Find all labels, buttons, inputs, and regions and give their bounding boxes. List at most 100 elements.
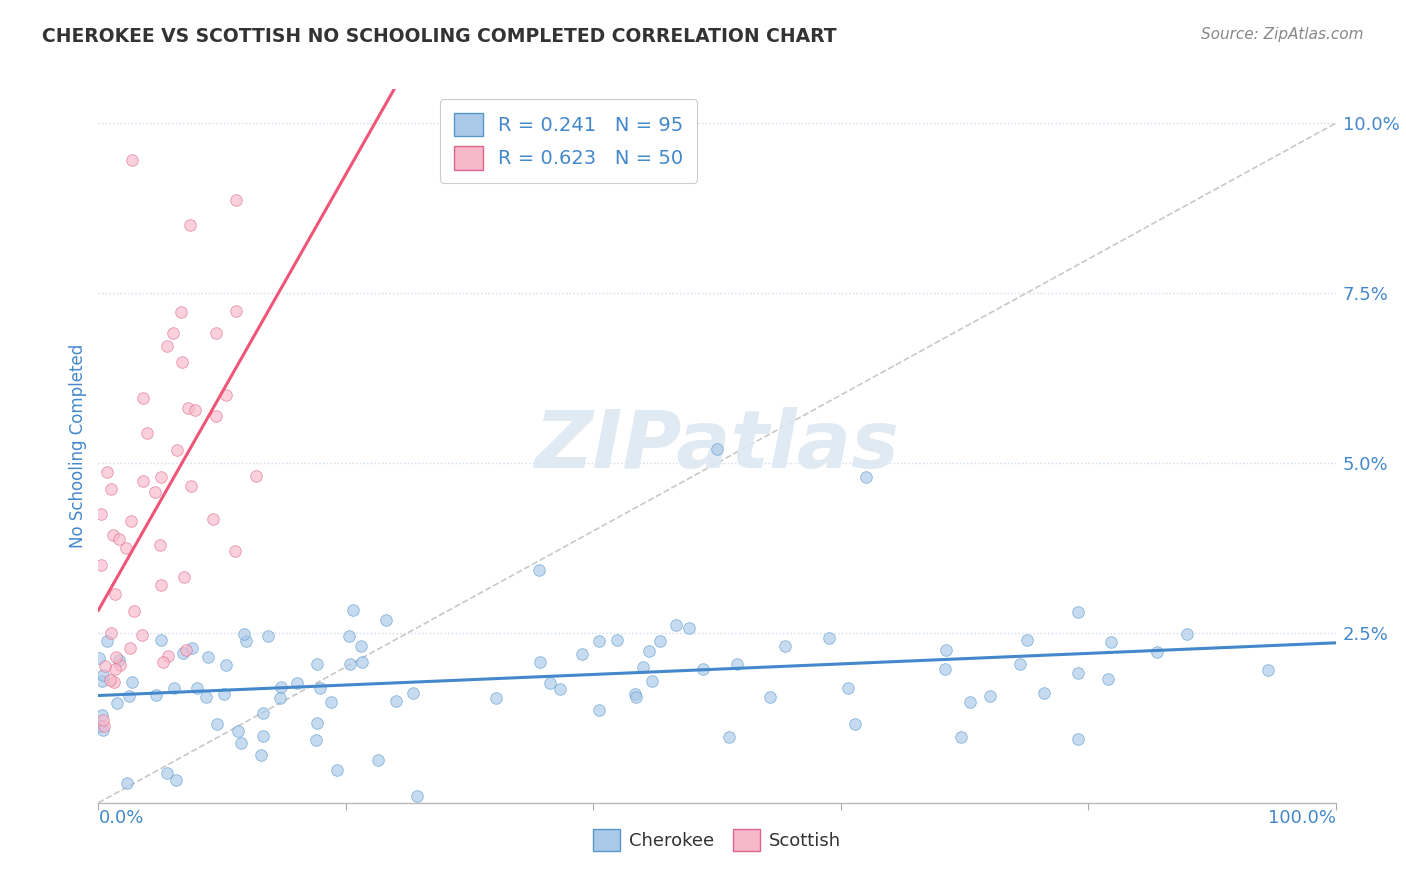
Point bbox=[641, 674, 664, 689]
Point bbox=[538, 676, 561, 690]
Legend: Cherokee, Scottish: Cherokee, Scottish bbox=[586, 822, 848, 858]
Point bbox=[170, 305, 193, 319]
Point bbox=[186, 681, 208, 695]
Point bbox=[837, 681, 859, 696]
Point bbox=[215, 388, 238, 402]
Point bbox=[1146, 644, 1168, 658]
Point bbox=[117, 776, 139, 790]
Point bbox=[90, 507, 112, 521]
Point bbox=[93, 719, 115, 733]
Point bbox=[374, 613, 396, 627]
Text: CHEROKEE VS SCOTTISH NO SCHOOLING COMPLETED CORRELATION CHART: CHEROKEE VS SCOTTISH NO SCHOOLING COMPLE… bbox=[42, 27, 837, 45]
Point bbox=[855, 469, 877, 483]
Point bbox=[103, 587, 125, 601]
Point bbox=[131, 628, 153, 642]
Point bbox=[145, 485, 167, 500]
Point bbox=[818, 631, 841, 645]
Point bbox=[350, 639, 373, 653]
Point bbox=[529, 655, 551, 669]
Point bbox=[212, 687, 235, 701]
Point bbox=[950, 730, 973, 744]
Point bbox=[650, 633, 672, 648]
Point bbox=[226, 724, 249, 739]
Point bbox=[108, 532, 131, 546]
Point bbox=[176, 643, 198, 657]
Point bbox=[1097, 672, 1119, 686]
Point bbox=[1099, 634, 1122, 648]
Point bbox=[165, 773, 187, 788]
Point bbox=[156, 648, 179, 663]
Point bbox=[935, 643, 957, 657]
Point bbox=[150, 578, 173, 592]
Point bbox=[122, 605, 145, 619]
Point bbox=[624, 690, 647, 704]
Point bbox=[571, 648, 593, 662]
Point bbox=[215, 658, 238, 673]
Point bbox=[665, 617, 688, 632]
Point bbox=[197, 650, 219, 665]
Point bbox=[115, 541, 138, 555]
Point bbox=[103, 675, 125, 690]
Point bbox=[717, 730, 740, 744]
Point bbox=[678, 621, 700, 635]
Point bbox=[105, 696, 128, 710]
Text: ZIPatlas: ZIPatlas bbox=[534, 407, 900, 485]
Point bbox=[406, 789, 429, 803]
Point bbox=[145, 689, 167, 703]
Point bbox=[91, 723, 114, 737]
Point bbox=[339, 657, 361, 671]
Point bbox=[256, 629, 278, 643]
Point bbox=[588, 634, 610, 648]
Point bbox=[1033, 686, 1056, 700]
Point bbox=[170, 355, 193, 369]
Point bbox=[89, 651, 111, 665]
Point bbox=[342, 602, 364, 616]
Point bbox=[121, 153, 143, 167]
Point bbox=[1066, 665, 1088, 680]
Point bbox=[89, 719, 111, 733]
Point bbox=[529, 563, 551, 577]
Point bbox=[605, 633, 627, 648]
Point bbox=[225, 193, 247, 207]
Point bbox=[706, 442, 728, 457]
Point bbox=[249, 747, 271, 762]
Point bbox=[485, 690, 508, 705]
Point bbox=[588, 702, 610, 716]
Point bbox=[96, 633, 118, 648]
Point bbox=[132, 391, 155, 405]
Point bbox=[91, 708, 114, 723]
Point bbox=[245, 469, 267, 483]
Point bbox=[172, 647, 194, 661]
Point bbox=[305, 716, 328, 731]
Point bbox=[91, 667, 114, 681]
Point bbox=[224, 543, 246, 558]
Point bbox=[177, 401, 200, 416]
Point bbox=[98, 673, 121, 687]
Point bbox=[184, 402, 207, 417]
Point bbox=[232, 627, 254, 641]
Point bbox=[401, 686, 423, 700]
Point bbox=[385, 694, 408, 708]
Point bbox=[149, 538, 172, 552]
Point bbox=[135, 425, 157, 440]
Point bbox=[759, 690, 782, 704]
Point bbox=[118, 689, 141, 703]
Point bbox=[1015, 632, 1038, 647]
Point bbox=[1010, 657, 1032, 671]
Point bbox=[631, 660, 654, 674]
Point bbox=[1175, 627, 1198, 641]
Point bbox=[181, 640, 204, 655]
Point bbox=[162, 326, 184, 340]
Point bbox=[100, 483, 122, 497]
Point bbox=[270, 680, 292, 694]
Point bbox=[337, 629, 360, 643]
Point bbox=[235, 634, 257, 648]
Point bbox=[90, 558, 112, 572]
Point bbox=[101, 528, 124, 542]
Point bbox=[725, 657, 748, 671]
Point bbox=[252, 706, 274, 720]
Text: 100.0%: 100.0% bbox=[1268, 808, 1336, 827]
Point bbox=[132, 474, 155, 488]
Point bbox=[959, 694, 981, 708]
Point bbox=[104, 650, 127, 665]
